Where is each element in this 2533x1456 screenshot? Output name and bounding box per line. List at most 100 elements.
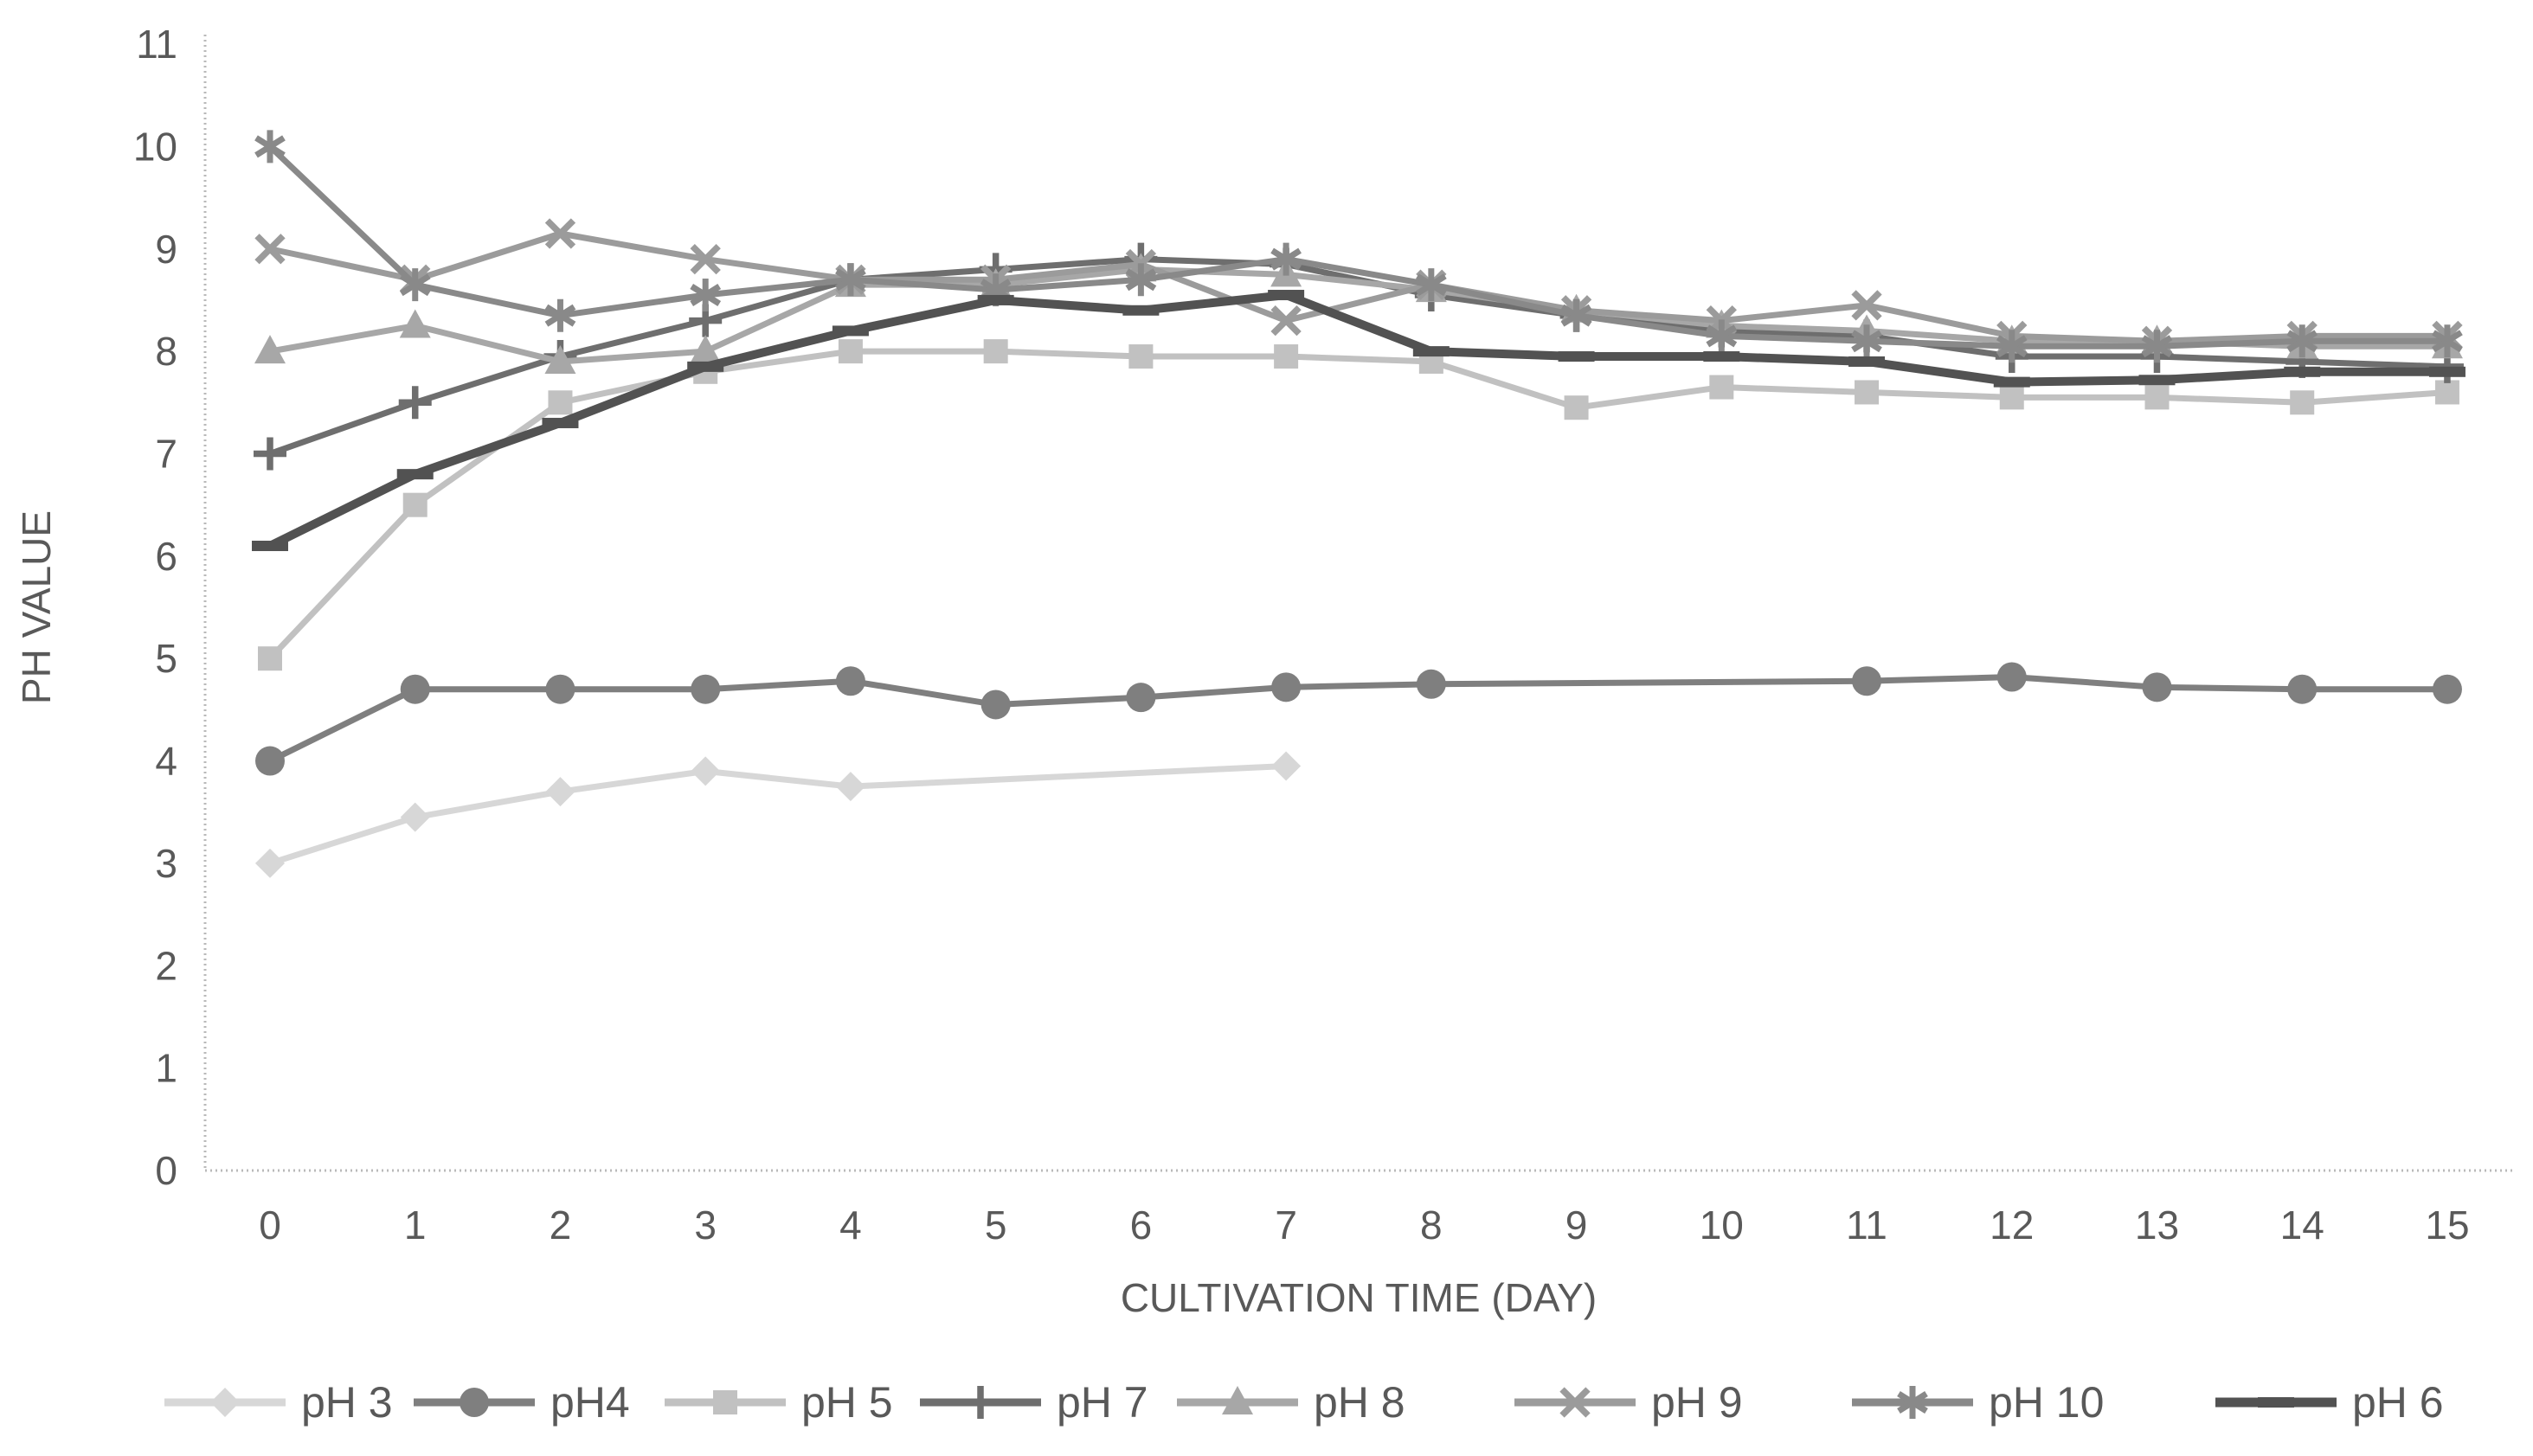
circle-icon (980, 690, 1011, 720)
series-ph-9 (254, 218, 2463, 356)
square-icon (2434, 380, 2459, 405)
dash-icon (252, 541, 288, 552)
circle-icon (2432, 674, 2462, 704)
asterisk-icon (2286, 324, 2318, 358)
diamond-icon (400, 802, 430, 832)
dash-icon (1703, 351, 1740, 362)
circle-icon (1271, 672, 1302, 702)
y-tick-label: 9 (155, 227, 177, 272)
x-tick-label: 11 (1846, 1203, 1887, 1248)
asterisk-icon (690, 279, 722, 312)
triangle-icon (399, 309, 431, 338)
legend-item: pH 6 (2215, 1378, 2444, 1427)
square-icon (548, 390, 573, 415)
y-tick-label: 1 (155, 1046, 177, 1091)
asterisk-icon (1270, 242, 1302, 276)
square-icon (838, 339, 863, 364)
circle-icon (255, 746, 285, 776)
diamond-icon (210, 1388, 240, 1417)
y-tick-label: 6 (155, 534, 177, 579)
dash-icon (2138, 375, 2176, 386)
asterisk-icon (399, 268, 431, 302)
x-tick-label: 2 (550, 1203, 572, 1248)
x-tick-label: 15 (2425, 1203, 2469, 1248)
dash-icon (2428, 366, 2465, 377)
diamond-icon (255, 848, 285, 878)
square-icon (1855, 380, 1880, 405)
legend: pH 3 pH4 pH 5 pH 7 pH 8 pH 9 pH 10 pH 6 (164, 1378, 2444, 1427)
x-tick-label: 6 (1130, 1203, 1153, 1248)
y-tick-label: 2 (155, 943, 177, 988)
legend-label: pH 9 (1651, 1378, 1743, 1427)
y-tick-label: 11 (136, 22, 177, 67)
series-ph-6 (252, 290, 2465, 552)
square-icon (1564, 395, 1589, 420)
dash-icon (1122, 305, 1160, 316)
asterisk-icon (1125, 263, 1157, 297)
y-tick-label: 7 (155, 431, 177, 476)
series-ph-10 (254, 130, 2463, 363)
x-icon (690, 243, 721, 275)
asterisk-icon (1560, 298, 1592, 332)
y-tick-label: 3 (155, 841, 177, 886)
y-tick-label: 5 (155, 636, 177, 681)
plus-icon (398, 386, 432, 420)
square-icon (1999, 385, 2024, 410)
series-ph-3 (255, 751, 1302, 878)
asterisk-icon (1851, 324, 1882, 358)
dash-icon (977, 294, 1014, 305)
triangle-icon (1222, 1386, 1253, 1414)
series-line (267, 348, 2451, 662)
series-lines (252, 130, 2465, 878)
triangle-icon (544, 344, 576, 374)
asterisk-icon (254, 130, 286, 164)
dash-icon (2258, 1397, 2294, 1408)
legend-item: pH4 (414, 1378, 630, 1427)
x-tick-label: 14 (2280, 1203, 2324, 1248)
circle-icon (2287, 674, 2318, 704)
circle-icon (1126, 683, 1156, 713)
legend-label: pH 6 (2352, 1378, 2444, 1427)
plus-icon (964, 1386, 997, 1419)
asterisk-icon (1996, 330, 2028, 363)
square-icon (713, 1390, 737, 1414)
circle-icon (400, 674, 430, 704)
series-line (267, 230, 2451, 344)
square-icon (258, 646, 282, 671)
series-line (266, 291, 2452, 551)
square-icon (2144, 385, 2170, 410)
legend-label: pH4 (550, 1378, 630, 1427)
square-icon (1274, 344, 1299, 369)
x-tick-label: 9 (1565, 1203, 1588, 1248)
x-tick-label: 12 (1990, 1203, 2034, 1248)
x-icon (1851, 290, 1882, 321)
x-tick-label: 3 (694, 1203, 717, 1248)
asterisk-icon (835, 263, 866, 297)
y-tick-label: 4 (155, 739, 177, 784)
x-icon (544, 218, 576, 249)
series-ph-5 (258, 339, 2459, 671)
circle-icon (460, 1388, 489, 1417)
circle-icon (1996, 662, 2027, 692)
circle-icon (545, 674, 575, 704)
dash-icon (1412, 346, 1450, 357)
dash-icon (2284, 366, 2321, 377)
legend-label: pH 10 (1989, 1378, 2104, 1427)
x-icon (254, 234, 286, 265)
dash-icon (1993, 376, 2030, 388)
diamond-icon (835, 772, 865, 802)
circle-icon (835, 666, 865, 696)
square-icon (983, 339, 1008, 364)
dash-icon (687, 361, 724, 372)
asterisk-icon (2432, 324, 2463, 358)
legend-item: pH 9 (1514, 1378, 1743, 1427)
legend-label: pH 5 (801, 1378, 893, 1427)
legend-label: pH 7 (1057, 1378, 1148, 1427)
plus-icon (254, 437, 286, 471)
x-tick-label: 4 (839, 1203, 862, 1248)
x-tick-label: 8 (1420, 1203, 1443, 1248)
asterisk-icon (1415, 268, 1447, 302)
dash-icon (1558, 351, 1595, 362)
